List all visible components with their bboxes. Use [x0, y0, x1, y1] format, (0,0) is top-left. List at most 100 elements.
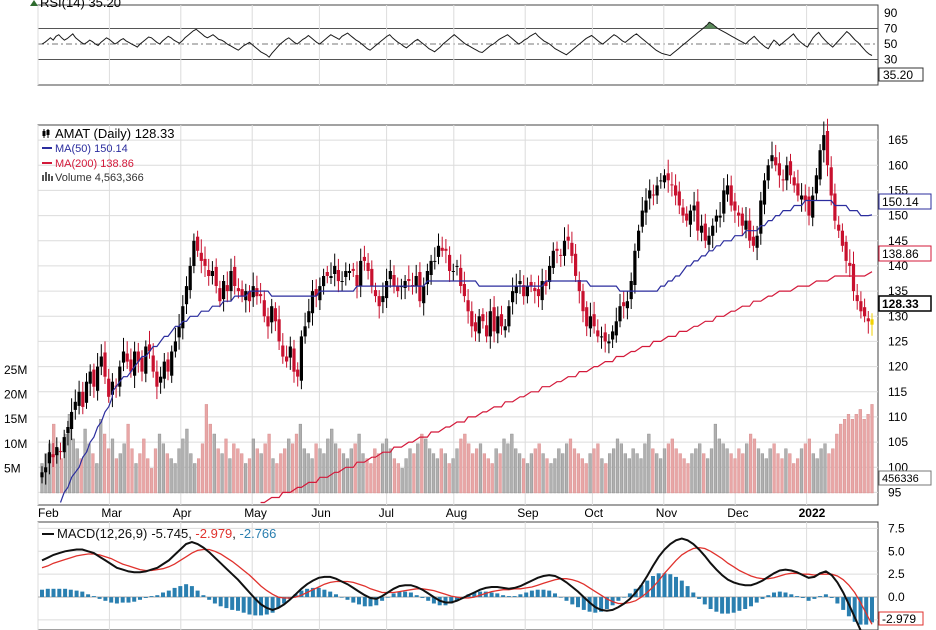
candle — [792, 171, 796, 193]
macd-hist-bar — [345, 597, 350, 600]
candle — [333, 253, 337, 287]
volume-bar — [596, 443, 600, 494]
candle — [51, 443, 55, 467]
candle — [233, 255, 237, 295]
candle — [840, 223, 844, 252]
candle-body — [336, 270, 340, 282]
candle-body — [788, 161, 793, 176]
volume-bar — [146, 458, 150, 494]
candle-body — [570, 242, 574, 256]
macd-hist-bar — [259, 597, 263, 616]
candle — [562, 227, 567, 266]
volume-bar — [200, 443, 205, 494]
macd-legend-signal: -2.979 — [195, 526, 232, 541]
volume-bar — [568, 438, 573, 494]
macd-hist-bar — [570, 597, 575, 605]
volume-bar — [572, 448, 577, 494]
candle-body — [314, 289, 318, 297]
candle-body — [451, 271, 455, 272]
candle-body — [622, 302, 626, 307]
volume-bar — [392, 458, 396, 494]
volume-bar — [655, 453, 659, 494]
candle-body — [818, 150, 822, 180]
candle — [522, 275, 526, 305]
volume-bar — [619, 443, 623, 494]
price-tick-label: 95 — [888, 485, 902, 499]
candle-body — [740, 213, 744, 226]
macd-hist-bar — [178, 586, 183, 598]
candle — [844, 235, 848, 274]
candle-body — [544, 281, 548, 286]
candle — [848, 249, 852, 277]
candle — [707, 227, 711, 251]
candle-body — [829, 167, 833, 196]
candle — [603, 323, 607, 353]
candle — [96, 353, 100, 401]
macd-hist-bar — [495, 593, 500, 598]
price-panel: 9510010511011512012513013514014515015516… — [4, 118, 932, 520]
volume-bar — [666, 443, 670, 494]
volume-bar — [263, 443, 267, 494]
candle — [755, 225, 759, 261]
volume-bar — [541, 453, 545, 494]
candle-body — [448, 254, 452, 271]
volume-bar — [737, 448, 741, 494]
candle — [863, 298, 867, 323]
month-label: May — [244, 506, 267, 520]
candle — [273, 302, 277, 332]
candle-body — [296, 369, 300, 377]
candle-body — [670, 184, 674, 186]
volume-bar — [287, 438, 291, 494]
volume-bar — [866, 414, 870, 494]
candle — [507, 300, 511, 333]
macd-hist-bar — [455, 597, 459, 601]
candle — [700, 214, 704, 242]
candle — [596, 319, 600, 343]
candle — [485, 311, 489, 343]
volume-bar — [561, 453, 565, 494]
volume-bar — [420, 433, 424, 494]
volume-bar — [518, 453, 522, 494]
ma200-last-value: 138.86 — [882, 247, 919, 261]
candle-body — [807, 196, 811, 216]
macd-hist-bar — [172, 587, 177, 598]
macd-legend-prefix: MACD(12,26,9) — [57, 526, 147, 541]
macd-hist-bar — [743, 597, 748, 609]
candle-body — [307, 311, 311, 323]
volume-bar — [522, 458, 526, 494]
candle-body — [273, 308, 277, 322]
volume-tick-label: 25M — [4, 363, 27, 377]
candle-body — [196, 236, 200, 251]
candle-body — [548, 265, 552, 282]
macd-hist-bar — [339, 597, 344, 598]
volume-bar — [475, 448, 479, 494]
candle — [196, 230, 200, 257]
candle — [477, 309, 481, 342]
volume-bar — [122, 443, 126, 494]
volume-bar — [502, 438, 506, 494]
candle — [58, 442, 63, 460]
candle-body — [177, 326, 181, 338]
candle — [822, 121, 826, 163]
volume-bar — [326, 438, 330, 494]
candle — [677, 181, 681, 215]
candle — [125, 341, 129, 369]
candle-body — [762, 180, 767, 205]
macd-hist-bar — [241, 597, 246, 613]
candle — [866, 311, 870, 334]
macd-hist-bar — [547, 590, 552, 597]
candle — [740, 207, 744, 236]
candle — [325, 265, 329, 284]
volume-bar — [545, 458, 549, 494]
macd-hist-bar — [264, 597, 269, 615]
macd-hist-bar — [334, 594, 338, 597]
candle-body — [540, 281, 544, 301]
macd-hist-bar — [426, 597, 431, 601]
candle — [788, 153, 793, 184]
volume-bar — [584, 463, 588, 494]
candle — [470, 301, 474, 338]
candle-body — [322, 276, 326, 287]
candle — [766, 159, 770, 189]
candle-body — [136, 351, 140, 362]
macd-hist-bar — [725, 597, 730, 614]
